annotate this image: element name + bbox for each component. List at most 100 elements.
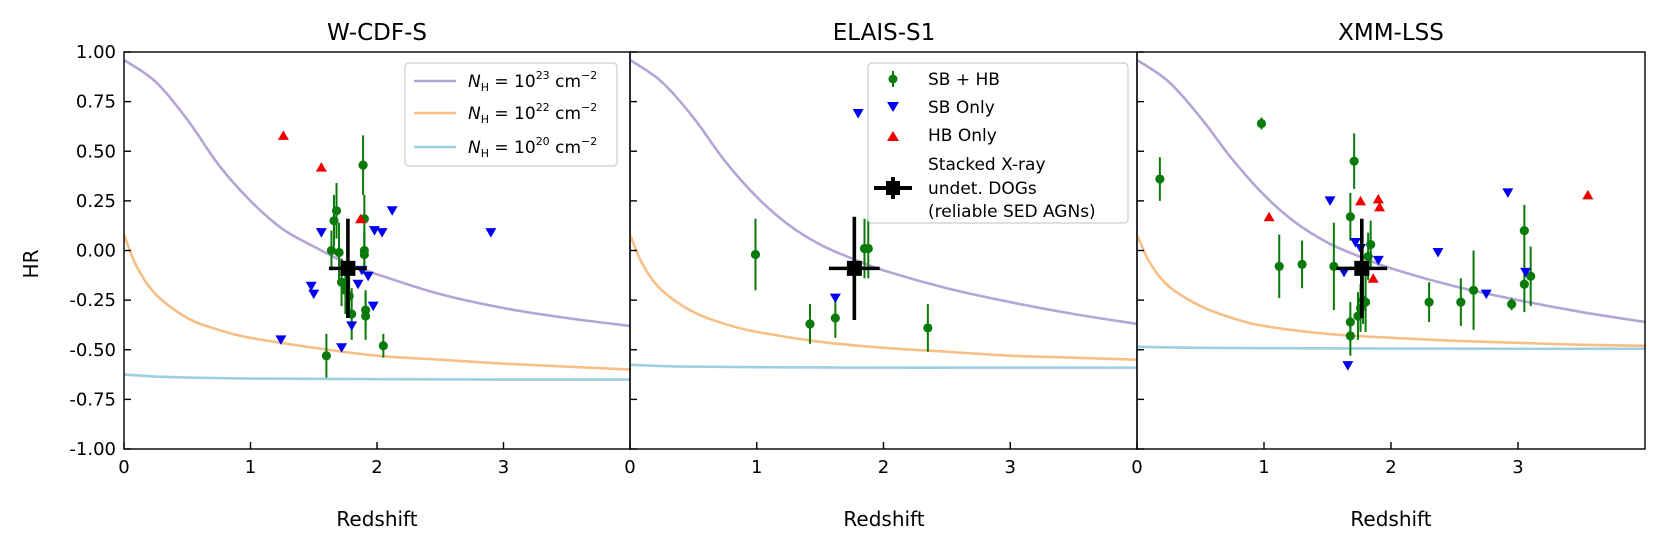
- x-tick-label: 1: [751, 457, 762, 478]
- sbhb-point: [1256, 118, 1267, 129]
- sbonly-point: [362, 271, 374, 282]
- legend-hbonly-entry: HB Only: [887, 126, 997, 146]
- sbonly-point: [376, 228, 388, 238]
- sbhb-point: [1297, 259, 1307, 269]
- legend-sbhb-marker: [888, 74, 898, 84]
- hbonly-point: [1374, 201, 1386, 212]
- sbonly-point: [386, 206, 398, 216]
- curve-nh23: [1137, 58, 1645, 324]
- legend-stacked-label-1: Stacked X-ray: [928, 155, 1046, 175]
- legend-points: SB + HB SB Only HB Only Stacked X-ray un…: [867, 62, 1129, 224]
- legend-nh-entry-23: NH = 1023 cm−2: [414, 69, 597, 94]
- x-tick-label: 3: [1005, 457, 1016, 478]
- sbonly-point: [1338, 267, 1350, 278]
- sbhb-point: [321, 351, 331, 361]
- sbonly-point: [1324, 196, 1336, 206]
- sbonly-point: [1349, 238, 1361, 248]
- stacked-point: [846, 260, 862, 276]
- sbhb-point: [1349, 156, 1359, 166]
- stacked-point: [1354, 260, 1370, 276]
- y-tick-label: -0.50: [69, 340, 116, 361]
- panel-title-elais-s1: ELAIS-S1: [833, 20, 936, 46]
- y-tick-label: 0.50: [76, 141, 116, 162]
- sbhb-point: [923, 323, 933, 333]
- x-tick-label: 1: [1258, 457, 1269, 478]
- curve-nh22: [630, 234, 1137, 361]
- hbonly-point: [1372, 193, 1384, 204]
- legend-nh-entry-20: NH = 1020 cm−2: [414, 135, 597, 160]
- sbonly-point: [275, 335, 287, 345]
- legend-sbhb-entry: SB + HB: [888, 70, 1000, 90]
- y-tick-label: -1.00: [69, 439, 116, 460]
- x-tick-label: 3: [498, 457, 509, 478]
- y-tick-label: 0.00: [76, 241, 116, 262]
- sbonly-point: [1480, 289, 1492, 300]
- y-axis-label: HR: [19, 249, 43, 278]
- hbonly-point: [1263, 211, 1275, 222]
- axes-frame: [1136, 51, 1646, 450]
- legend-nh-entry-22: NH = 1022 cm−2: [414, 101, 597, 126]
- plot-area: [124, 58, 630, 381]
- y-tick-label: -0.75: [69, 389, 116, 410]
- x-tick-label: 2: [371, 457, 382, 478]
- x-tick-label: 0: [118, 457, 129, 478]
- hbonly-point: [1367, 273, 1379, 283]
- sbonly-point: [346, 321, 358, 331]
- sbonly-point: [1342, 361, 1354, 371]
- sbhb-point: [863, 243, 873, 254]
- sbhb-point: [331, 206, 342, 216]
- panel-title-w-cdf-s: W-CDF-S: [327, 20, 427, 46]
- sbonly-point: [1502, 188, 1514, 198]
- sbhb-point: [1507, 299, 1517, 309]
- x-axis-label-elais-s1: Redshift: [843, 507, 924, 531]
- x-tick-label: 0: [624, 457, 635, 478]
- curve-nh20: [1137, 345, 1645, 351]
- sbonly-point: [336, 343, 348, 353]
- sbhb-point: [326, 245, 337, 256]
- legend-stacked-marker: [886, 181, 900, 195]
- sbonly-point: [829, 293, 841, 304]
- sbhb-point: [1274, 261, 1284, 271]
- curve-nh23: [630, 58, 1137, 326]
- sbhb-point: [1519, 226, 1529, 236]
- sbonly-point: [308, 289, 320, 300]
- sbhb-point: [1519, 279, 1529, 289]
- x-tick-label: 2: [1385, 457, 1396, 478]
- legend-nh: NH = 1023 cm−2 NH = 1022 cm−2 NH = 1020 …: [404, 62, 618, 167]
- legend-sbonly-marker: [887, 102, 899, 112]
- sbhb-point: [336, 277, 347, 287]
- sbonly-point: [367, 301, 379, 312]
- sbhb-point: [750, 249, 761, 260]
- y-tick-label: 1.00: [76, 42, 116, 63]
- sbhb-point: [1456, 297, 1466, 307]
- sbhb-point: [358, 160, 368, 170]
- plot-area: [1137, 58, 1645, 371]
- curve-nh20: [124, 373, 630, 381]
- sbonly-point: [1520, 267, 1532, 278]
- x-tick-label: 0: [1131, 457, 1142, 478]
- legend-hbonly-label: HB Only: [928, 126, 997, 146]
- sbhb-point: [1345, 331, 1355, 341]
- plot-area: [630, 58, 1137, 369]
- curve-nh20: [630, 363, 1137, 369]
- legend-stacked-label-2: undet. DOGs: [928, 179, 1037, 199]
- hbonly-point: [355, 213, 367, 224]
- sbhb-point: [1424, 297, 1434, 307]
- y-tick-labels: 1.00 0.75 0.50 0.25 0.00 -0.25 -0.50 -0.75 -1.00: [69, 42, 116, 460]
- legend-nh20-label: NH = 1020 cm−2: [468, 135, 597, 160]
- sbonly-point: [852, 109, 864, 119]
- sbonly-point: [1432, 247, 1444, 258]
- sbonly-point: [305, 281, 317, 292]
- sbhb-point: [1155, 174, 1165, 184]
- sbhb-point: [1526, 271, 1536, 281]
- x-tick-label: 3: [1512, 457, 1523, 478]
- sbonly-point: [485, 228, 497, 238]
- sbhb-point: [378, 341, 388, 351]
- legend-stacked-label-3: (reliable SED AGNs): [928, 202, 1096, 222]
- y-tick-label: 0.25: [76, 191, 116, 212]
- hbonly-point: [315, 162, 327, 172]
- panel-w-cdf-s: W-CDF-S Redshift 0 1 2 3: [118, 20, 631, 531]
- sbhb-point: [805, 319, 815, 329]
- sbonly-point: [1372, 255, 1384, 266]
